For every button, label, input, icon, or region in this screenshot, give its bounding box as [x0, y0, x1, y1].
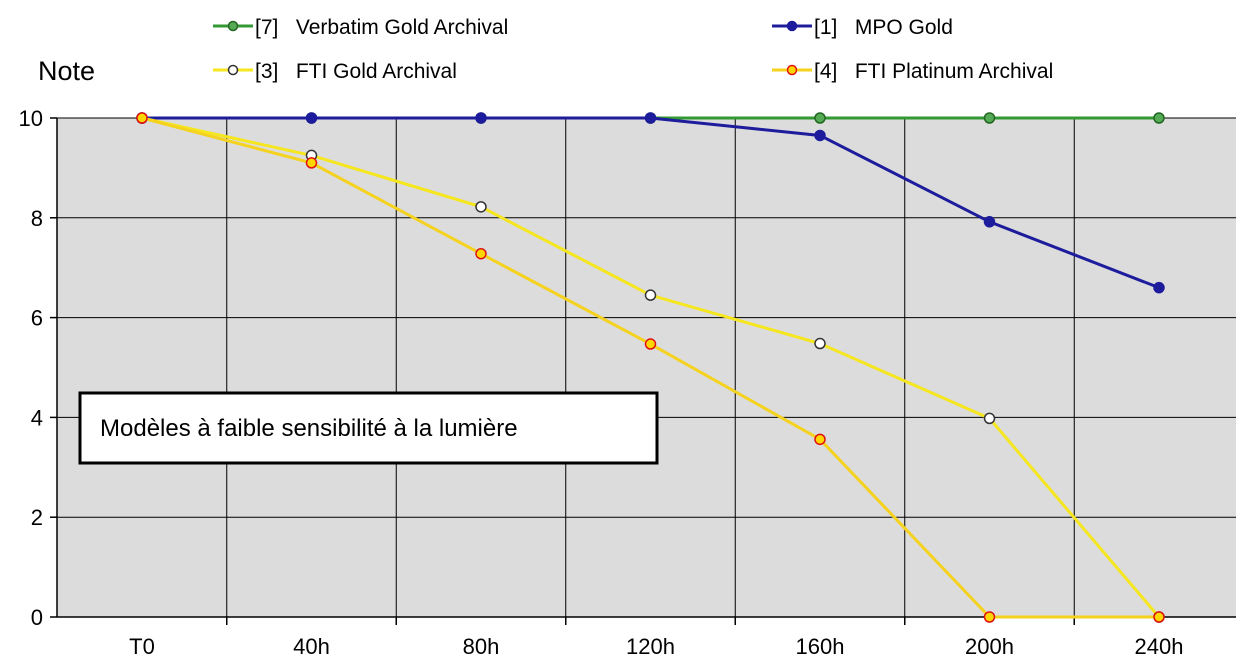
y-tick-label-0: 0 — [31, 605, 43, 630]
annotation-box: Modèles à faible sensibilité à la lumièr… — [78, 391, 659, 465]
legend-swatch-marker-2 — [227, 64, 239, 76]
series-2-point-4 — [814, 337, 826, 350]
y-tick-label-3: 6 — [31, 306, 43, 331]
legend: [7] Verbatim Gold Archival [1] MPO Gold [3… — [213, 16, 1053, 83]
legend-label-2: [3] FTI Gold Archival — [255, 60, 457, 83]
plot-background — [57, 118, 1236, 617]
series-2-point-5 — [983, 412, 996, 425]
series-3-point-6 — [1153, 611, 1165, 623]
legend-swatch-marker-1 — [786, 20, 798, 32]
y-tick-label-5: 10 — [19, 106, 43, 131]
legend-label-1: [1] MPO Gold — [814, 16, 953, 39]
series-group — [136, 112, 1165, 623]
y-tick-label-2: 4 — [31, 405, 43, 430]
y-tick-label-4: 8 — [31, 206, 43, 231]
x-tick-label-2: 80h — [463, 634, 500, 659]
legend-item-3: [4] FTI Platinum Archival — [772, 60, 1053, 83]
series-3-point-4 — [814, 433, 826, 446]
series-1-point-4 — [814, 129, 826, 142]
y-tick-label-1: 2 — [31, 505, 43, 530]
annotation-frame — [78, 391, 659, 465]
series-3-point-1 — [305, 157, 318, 169]
legend-label-3: [4] FTI Platinum Archival — [814, 60, 1053, 83]
x-tick-label-4: 160h — [796, 634, 845, 659]
series-1-point-3 — [644, 112, 657, 124]
legend-label-0: [7] Verbatim Gold Archival — [255, 16, 508, 39]
series-3 — [136, 112, 1165, 623]
x-tick-label-3: 120h — [626, 634, 675, 659]
y-axis-label: Note — [38, 56, 95, 86]
series-0-point-6 — [1153, 112, 1165, 124]
series-2-point-2 — [475, 201, 487, 213]
legend-item-1: [1] MPO Gold — [772, 16, 953, 39]
series-1-point-2 — [475, 112, 487, 124]
legend-swatch-marker-0 — [227, 20, 239, 32]
legend-item-2: [3] FTI Gold Archival — [213, 60, 457, 83]
legend-swatch-marker-3 — [786, 64, 798, 76]
annotation-text: Modèles à faible sensibilité à la lumièr… — [100, 415, 518, 442]
series-0-point-5 — [983, 112, 996, 124]
series-1-point-6 — [1153, 281, 1165, 294]
x-tick-label-6: 240h — [1135, 634, 1184, 659]
series-1-point-5 — [983, 216, 996, 228]
series-2-point-3 — [644, 289, 657, 301]
x-tick-label-5: 200h — [965, 634, 1014, 659]
x-tick-label-0: T0 — [129, 634, 155, 659]
series-0-point-4 — [814, 112, 826, 124]
y-tick-labels: 0 2 4 6 8 10 — [19, 106, 43, 630]
x-tick-label-1: 40h — [293, 634, 330, 659]
series-3-point-2 — [475, 247, 487, 260]
x-tick-labels: T0 40h 80h 120h 160h 200h 240h — [129, 634, 1183, 659]
series-3-point-5 — [983, 611, 996, 623]
series-1-point-1 — [305, 112, 318, 124]
series-3-point-0 — [136, 112, 148, 124]
series-3-point-3 — [644, 338, 657, 350]
legend-item-0: [7] Verbatim Gold Archival — [213, 16, 508, 39]
